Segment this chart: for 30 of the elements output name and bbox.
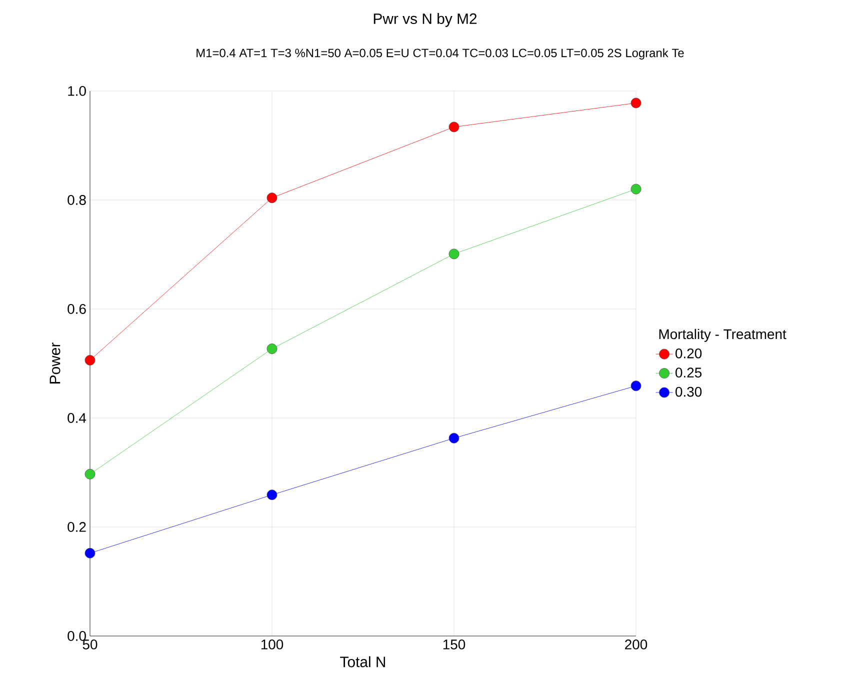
legend-label: 0.25 (676, 368, 702, 378)
point (266, 344, 278, 354)
point (630, 184, 642, 194)
point (448, 432, 460, 444)
chart-title: Pwr vs N by M2 (374, 13, 477, 27)
point (448, 122, 460, 132)
point (84, 548, 96, 558)
x-tick-label: 200 (625, 640, 648, 650)
legend-title: Mortality - Treatment (659, 328, 786, 342)
point (630, 380, 642, 392)
y-tick-label: 0.6 (68, 304, 86, 314)
legend-label: 0.30 (676, 386, 702, 397)
y-tick-label: 0.8 (68, 195, 86, 205)
chart-subtitle: M1=0.4 AT=1 T=3 %N1=50 A=0.05 E=U CT=0.04 TC=0.03 LC=0.05 LT=0.05 2S Logrank Te (196, 48, 684, 60)
x-tick-label: 50 (82, 640, 98, 650)
legend-label: 0.20 (676, 348, 702, 358)
y-axis-title: Power (50, 342, 60, 384)
point (84, 355, 96, 366)
x-axis-title: Total N (340, 656, 386, 668)
point (266, 192, 278, 204)
y-tick-label: 0.0 (68, 631, 86, 641)
point (630, 98, 642, 108)
x-tick-label: 100 (261, 640, 284, 650)
y-tick-label: 1.0 (68, 86, 86, 96)
x-tick-label: 150 (443, 640, 466, 650)
y-tick-label: 0.4 (68, 413, 86, 423)
point (266, 490, 278, 500)
point (448, 248, 460, 260)
point (84, 468, 96, 480)
y-tick-label: 0.2 (68, 522, 86, 532)
